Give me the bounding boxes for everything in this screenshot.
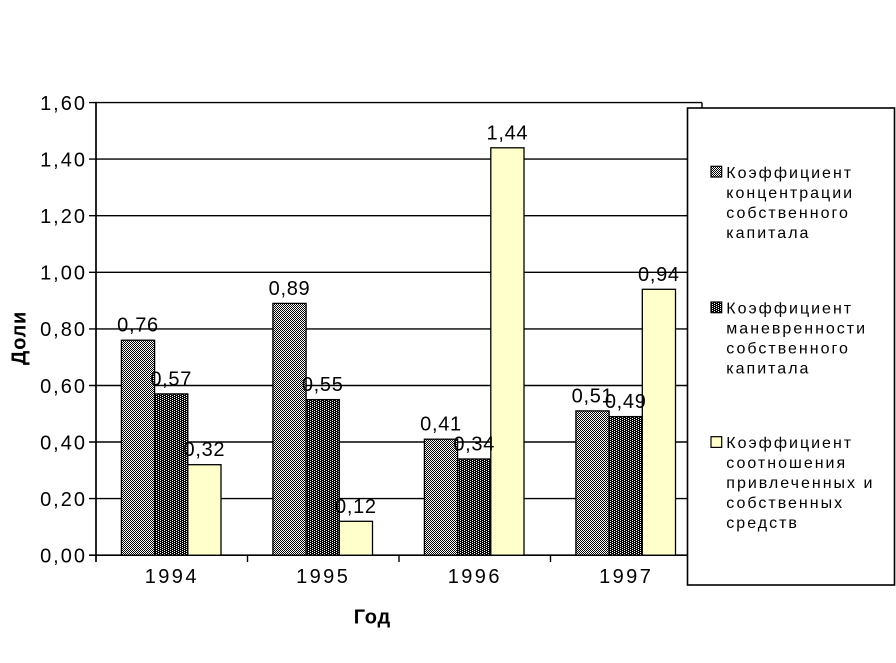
svg-text:0,89: 0,89 xyxy=(269,278,311,300)
svg-text:собственного: собственного xyxy=(726,205,850,222)
svg-text:0,51: 0,51 xyxy=(572,385,614,407)
svg-text:1,60: 1,60 xyxy=(40,93,87,115)
svg-text:1,40: 1,40 xyxy=(40,149,87,171)
svg-text:собственных: собственных xyxy=(726,495,844,512)
svg-text:0,55: 0,55 xyxy=(302,374,344,396)
svg-text:0,60: 0,60 xyxy=(40,376,87,398)
svg-text:капитала: капитала xyxy=(726,361,810,378)
svg-text:0,40: 0,40 xyxy=(40,432,87,454)
svg-text:0,57: 0,57 xyxy=(150,368,192,390)
svg-text:0,76: 0,76 xyxy=(117,315,159,337)
svg-text:маневренности: маневренности xyxy=(726,321,867,338)
svg-text:0,49: 0,49 xyxy=(605,391,647,413)
svg-text:Год: Год xyxy=(354,607,391,629)
svg-text:капитала: капитала xyxy=(726,225,810,242)
svg-text:1,44: 1,44 xyxy=(487,122,529,144)
svg-text:0,12: 0,12 xyxy=(335,496,377,518)
svg-text:0,34: 0,34 xyxy=(453,434,495,456)
svg-text:1996: 1996 xyxy=(448,566,502,588)
svg-text:0,00: 0,00 xyxy=(40,546,87,568)
svg-text:0,20: 0,20 xyxy=(40,489,87,511)
svg-text:0,32: 0,32 xyxy=(184,439,226,461)
svg-text:0,94: 0,94 xyxy=(638,264,680,286)
svg-text:привлеченных и: привлеченных и xyxy=(726,475,874,492)
svg-text:концентрации: концентрации xyxy=(726,185,854,202)
svg-text:1994: 1994 xyxy=(145,566,199,588)
svg-text:1,00: 1,00 xyxy=(40,263,87,285)
svg-text:0,41: 0,41 xyxy=(420,414,462,436)
svg-text:1995: 1995 xyxy=(296,566,350,588)
svg-text:1,20: 1,20 xyxy=(40,206,87,228)
svg-text:1997: 1997 xyxy=(599,566,653,588)
svg-text:Коэффициент: Коэффициент xyxy=(726,435,853,452)
svg-text:соотношения: соотношения xyxy=(726,455,847,472)
svg-text:0,80: 0,80 xyxy=(40,319,87,341)
svg-text:Коэффициент: Коэффициент xyxy=(726,165,853,182)
svg-text:средств: средств xyxy=(726,515,799,532)
svg-text:Доли: Доли xyxy=(9,311,31,365)
svg-text:собственного: собственного xyxy=(726,341,850,358)
svg-text:Коэффициент: Коэффициент xyxy=(726,301,853,318)
